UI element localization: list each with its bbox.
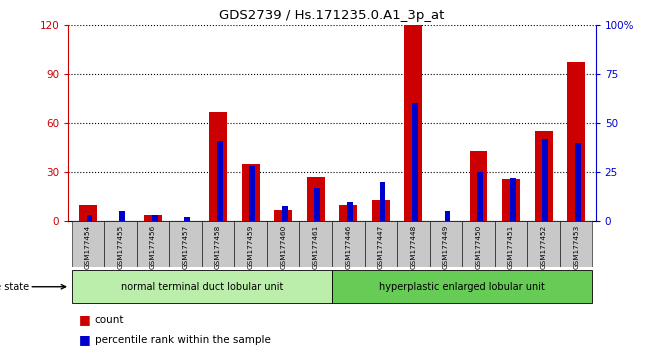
Bar [347,202,353,221]
FancyBboxPatch shape [365,221,397,267]
Bar [307,177,325,221]
Bar [404,25,422,221]
FancyBboxPatch shape [332,270,592,303]
FancyBboxPatch shape [495,221,527,267]
FancyBboxPatch shape [72,270,332,303]
Text: GSM177449: GSM177449 [443,225,449,269]
Bar [469,151,488,221]
FancyBboxPatch shape [430,221,462,267]
Text: GSM177450: GSM177450 [475,225,482,269]
FancyBboxPatch shape [202,221,234,267]
Bar [445,211,450,221]
Bar [314,188,320,221]
Text: GSM177454: GSM177454 [85,225,91,269]
Text: normal terminal duct lobular unit: normal terminal duct lobular unit [120,282,283,292]
Text: GSM177461: GSM177461 [312,225,319,269]
Text: GSM177456: GSM177456 [150,225,156,269]
Text: percentile rank within the sample: percentile rank within the sample [95,335,271,345]
FancyBboxPatch shape [72,221,104,267]
Bar [380,182,385,221]
FancyBboxPatch shape [560,221,592,267]
Bar [152,215,158,221]
Text: GSM177453: GSM177453 [573,225,579,269]
Text: GSM177451: GSM177451 [508,225,514,269]
Text: GSM177452: GSM177452 [540,225,547,269]
FancyBboxPatch shape [397,221,430,267]
FancyBboxPatch shape [137,221,169,267]
Text: count: count [95,315,124,325]
FancyBboxPatch shape [104,221,137,267]
Text: GSM177460: GSM177460 [280,225,286,269]
Bar [477,172,483,221]
FancyBboxPatch shape [234,221,267,267]
Bar [87,215,92,221]
Text: disease state: disease state [0,282,29,292]
Bar [217,141,223,221]
Bar [510,178,516,221]
Text: hyperplastic enlarged lobular unit: hyperplastic enlarged lobular unit [380,282,545,292]
FancyBboxPatch shape [527,221,560,267]
Bar [502,179,520,221]
Bar [119,211,125,221]
Text: GSM177458: GSM177458 [215,225,221,269]
FancyBboxPatch shape [332,221,365,267]
FancyBboxPatch shape [169,221,202,267]
Bar [79,205,97,221]
Bar [144,215,162,221]
Text: GSM177457: GSM177457 [182,225,189,269]
FancyBboxPatch shape [299,221,332,267]
Bar [542,139,548,221]
Text: GSM177448: GSM177448 [410,225,417,269]
Bar [274,210,292,221]
Title: GDS2739 / Hs.171235.0.A1_3p_at: GDS2739 / Hs.171235.0.A1_3p_at [219,9,445,22]
Bar [339,205,357,221]
FancyBboxPatch shape [462,221,495,267]
Bar [567,62,585,221]
Text: GSM177446: GSM177446 [345,225,352,269]
Text: GSM177455: GSM177455 [117,225,124,269]
Bar [534,131,553,221]
Bar [372,200,390,221]
Text: GSM177447: GSM177447 [378,225,384,269]
Bar [242,164,260,221]
Bar [282,206,288,221]
Text: ■: ■ [79,333,90,346]
FancyBboxPatch shape [267,221,299,267]
Bar [249,166,255,221]
Bar [209,112,227,221]
Text: GSM177459: GSM177459 [247,225,254,269]
Bar [412,103,418,221]
Text: ■: ■ [79,313,90,326]
Bar [575,143,581,221]
Bar [184,217,190,221]
